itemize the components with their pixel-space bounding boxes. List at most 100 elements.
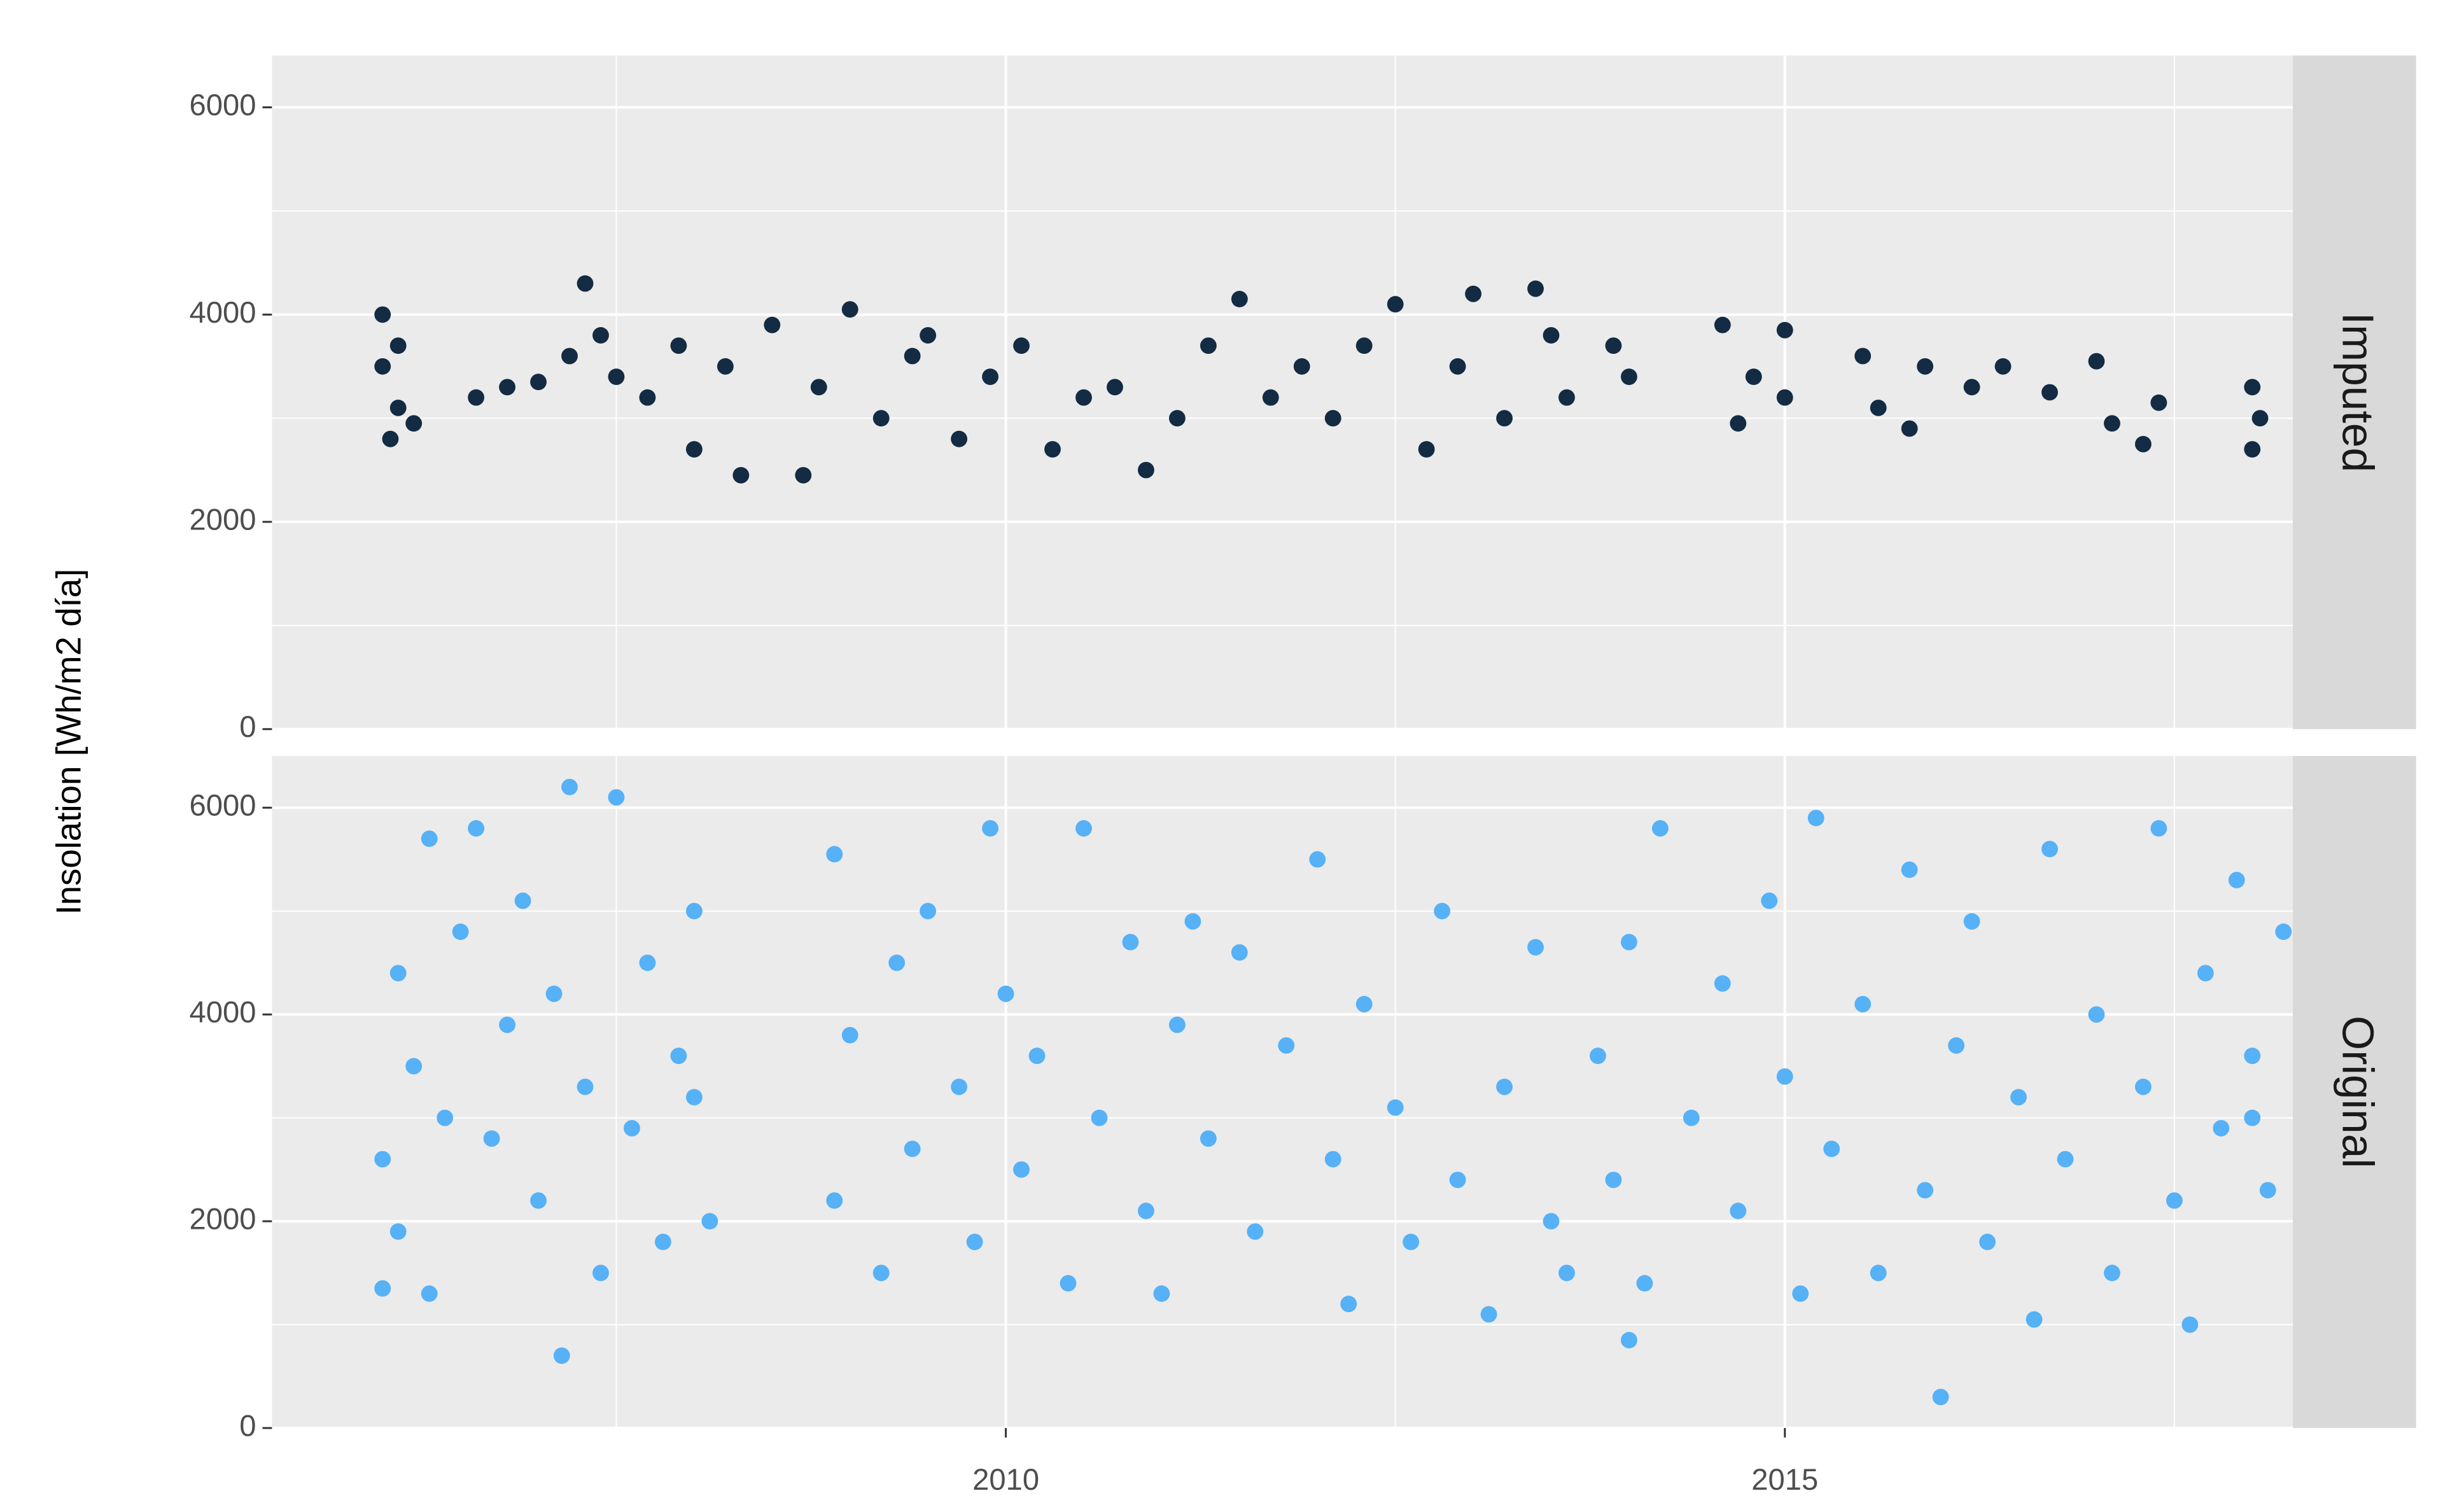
point bbox=[1917, 1182, 1934, 1199]
point bbox=[1543, 1213, 1560, 1230]
point bbox=[1496, 1078, 1513, 1095]
point bbox=[701, 1213, 718, 1230]
point bbox=[1590, 1047, 1606, 1065]
point bbox=[2010, 1089, 2027, 1106]
point bbox=[2104, 415, 2120, 432]
point bbox=[1107, 379, 1123, 396]
point bbox=[826, 846, 843, 863]
point bbox=[468, 820, 485, 837]
point bbox=[872, 410, 890, 427]
y-tick-label: 2000 bbox=[190, 503, 256, 537]
point bbox=[997, 985, 1014, 1002]
point bbox=[920, 327, 937, 344]
point bbox=[1480, 1306, 1497, 1323]
point bbox=[920, 902, 937, 920]
point bbox=[670, 1047, 687, 1065]
point bbox=[1714, 975, 1731, 992]
point bbox=[553, 1347, 570, 1364]
point bbox=[1324, 1151, 1341, 1168]
point bbox=[1153, 1285, 1170, 1302]
point bbox=[795, 466, 812, 484]
point bbox=[374, 1280, 391, 1297]
point bbox=[530, 1192, 547, 1209]
point bbox=[2150, 820, 2167, 837]
point bbox=[2244, 379, 2261, 396]
point bbox=[382, 430, 399, 447]
point bbox=[1776, 321, 1793, 339]
point bbox=[872, 1264, 890, 1282]
point bbox=[1293, 358, 1310, 375]
point bbox=[374, 1151, 391, 1168]
point bbox=[1355, 337, 1373, 354]
point bbox=[841, 1026, 858, 1044]
point bbox=[2057, 1151, 2074, 1168]
point bbox=[810, 379, 827, 396]
point bbox=[608, 789, 625, 806]
point bbox=[1075, 820, 1092, 837]
point bbox=[1605, 1172, 1622, 1189]
strip-background bbox=[2292, 756, 2416, 1429]
point bbox=[421, 830, 438, 847]
point bbox=[1605, 337, 1622, 354]
point bbox=[483, 1130, 500, 1147]
point bbox=[1200, 1130, 1217, 1147]
point bbox=[1200, 337, 1217, 354]
point bbox=[1621, 1332, 1637, 1348]
point bbox=[1355, 996, 1373, 1012]
point bbox=[2104, 1264, 2120, 1282]
point bbox=[499, 379, 516, 396]
point bbox=[561, 778, 578, 795]
point bbox=[685, 441, 703, 458]
point bbox=[2150, 394, 2167, 411]
point bbox=[1901, 420, 1918, 437]
y-axis-title: Insolation [Wh/m2 día] bbox=[49, 569, 88, 915]
point bbox=[982, 820, 999, 837]
point bbox=[1387, 296, 1404, 312]
point bbox=[1621, 934, 1637, 951]
point bbox=[1730, 415, 1747, 432]
point bbox=[655, 1233, 671, 1250]
point bbox=[2088, 353, 2105, 370]
point bbox=[2213, 1119, 2230, 1137]
point bbox=[2244, 441, 2261, 458]
point bbox=[452, 923, 469, 941]
y-tick-label: 6000 bbox=[190, 789, 256, 823]
point bbox=[1776, 1068, 1793, 1085]
point bbox=[1138, 461, 1154, 479]
point bbox=[1075, 389, 1092, 406]
point bbox=[374, 306, 391, 323]
point bbox=[1901, 861, 1918, 878]
point bbox=[639, 389, 656, 406]
point bbox=[1418, 441, 1435, 458]
point bbox=[841, 301, 858, 318]
point bbox=[389, 965, 407, 982]
point bbox=[389, 400, 407, 416]
point bbox=[1403, 1233, 1420, 1250]
point bbox=[2166, 1192, 2183, 1209]
point bbox=[1013, 1161, 1030, 1178]
point bbox=[2181, 1316, 2199, 1333]
y-tick-label: 4000 bbox=[190, 296, 256, 330]
point bbox=[437, 1109, 454, 1126]
y-tick-label: 2000 bbox=[190, 1203, 256, 1236]
point bbox=[2244, 1109, 2261, 1126]
point bbox=[1761, 892, 1778, 909]
strip-background bbox=[2292, 55, 2416, 729]
point bbox=[1854, 996, 1872, 1012]
point bbox=[1917, 358, 1934, 375]
point bbox=[1870, 400, 1887, 416]
point bbox=[1247, 1223, 1264, 1240]
point bbox=[1854, 347, 1872, 365]
y-tick-label: 4000 bbox=[190, 996, 256, 1030]
point bbox=[2259, 1182, 2276, 1199]
point bbox=[904, 1140, 921, 1158]
point bbox=[1558, 1264, 1575, 1282]
point bbox=[1434, 902, 1451, 920]
point bbox=[499, 1016, 516, 1033]
point bbox=[1651, 820, 1669, 837]
x-tick-label: 2015 bbox=[1751, 1463, 1818, 1497]
point bbox=[1745, 368, 1762, 385]
point bbox=[1091, 1109, 1108, 1126]
point bbox=[717, 358, 734, 375]
point bbox=[1683, 1109, 1700, 1126]
